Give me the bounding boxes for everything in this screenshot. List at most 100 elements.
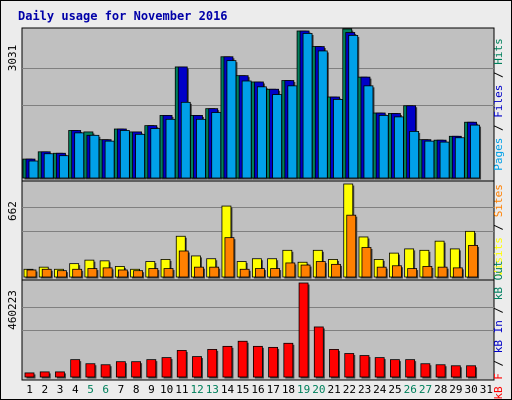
bar-pages <box>256 86 267 179</box>
bar-pages <box>119 130 130 179</box>
bar-sites <box>102 267 113 278</box>
bar-sites <box>452 267 463 278</box>
day-label: 11 <box>175 383 188 396</box>
bar-pages <box>211 112 222 179</box>
bar-kb-f <box>405 359 416 378</box>
bar-pages <box>287 85 298 179</box>
bar-kb-f <box>115 361 126 378</box>
day-axis: 1 2 3 4 5 6 7 8 9 10 11 12 13 14 15 16 17 18 19 20 21 22 23 24 2… <box>26 383 493 396</box>
bar-kb-f <box>207 349 218 378</box>
day-label: 2 <box>42 383 49 396</box>
bar-pages <box>409 131 420 179</box>
bar-kb-f <box>237 340 248 378</box>
legend-text: kB F <box>492 373 505 400</box>
bar-pages <box>272 94 283 179</box>
legend-text: Files <box>492 85 505 118</box>
bar-kb-f <box>70 359 81 378</box>
bar-kb-f <box>252 345 263 378</box>
bar-kb-f <box>222 345 233 378</box>
day-label: 10 <box>160 383 173 396</box>
bar-sites <box>346 214 357 278</box>
bar-pages <box>470 124 480 179</box>
bar-pages <box>363 85 374 179</box>
bar-pages <box>378 115 389 179</box>
legend-text: kB Out <box>492 260 505 300</box>
panel-max-label: 460223 <box>6 290 19 330</box>
bar-kb-f <box>146 359 157 378</box>
bar-sites <box>41 268 52 278</box>
panel-max-label: 662 <box>6 201 19 221</box>
bar-kb-f <box>390 359 400 378</box>
bar-sites <box>300 264 311 278</box>
day-label: 9 <box>148 383 155 396</box>
bar-kb-f <box>176 350 187 378</box>
legend-text: Sites <box>492 184 505 217</box>
panel-legend-label: Pages / Files / Hits <box>492 38 505 171</box>
bar-kb-f <box>420 363 431 378</box>
bar-kb-f <box>100 364 111 378</box>
legend-text: Hits <box>492 38 505 65</box>
bar-kb-f <box>435 364 446 378</box>
bar-pages <box>150 128 161 179</box>
bar-sites <box>72 268 83 278</box>
bar-pages <box>89 134 100 179</box>
bar-sites <box>178 250 189 278</box>
bar-sites <box>239 268 250 278</box>
bar-pages <box>104 140 115 179</box>
legend-text: Pages <box>492 138 505 171</box>
day-label: 13 <box>206 383 219 396</box>
day-label: 27 <box>419 383 432 396</box>
bar-kb-f <box>466 365 476 378</box>
bar-pages <box>317 50 328 179</box>
bar-sites <box>392 265 402 278</box>
chart-title: Daily usage for November 2016 <box>18 9 228 23</box>
bar-sites <box>26 269 37 278</box>
bar-kb-f <box>450 365 461 378</box>
day-label: 21 <box>328 383 341 396</box>
day-label: 30 <box>465 383 478 396</box>
panel-1: 3031 Pages / Files / Hits <box>6 27 505 182</box>
legend-text: / <box>492 300 505 320</box>
bar-sites <box>331 263 341 278</box>
legend-text: Visits <box>492 237 505 277</box>
day-label: 22 <box>343 383 356 396</box>
bar-pages <box>135 133 145 179</box>
bar-sites <box>163 268 174 278</box>
day-label: 18 <box>282 383 295 396</box>
panel-3: 460223 kB F / kB In / kB Out <box>6 260 505 399</box>
bar-sites <box>224 237 235 278</box>
day-label: 16 <box>251 383 264 396</box>
bar-pages <box>74 132 85 179</box>
bar-kb-f <box>24 372 35 378</box>
bar-kb-f <box>359 355 370 378</box>
bar-sites <box>133 270 143 278</box>
bar-sites <box>194 266 204 278</box>
bar-sites <box>422 266 433 278</box>
day-label: 26 <box>404 383 417 396</box>
day-label: 29 <box>449 383 462 396</box>
bar-pages <box>226 60 237 179</box>
bar-sites <box>437 266 448 278</box>
legend-text: / <box>492 353 505 373</box>
bar-pages <box>43 153 54 179</box>
day-label: 4 <box>72 383 79 396</box>
bar-pages <box>439 141 450 179</box>
bar-kb-f <box>85 363 96 378</box>
legend-text: kB In <box>492 320 505 353</box>
bar-sites <box>209 266 220 278</box>
bar-sites <box>87 268 98 278</box>
bar-pages <box>454 137 465 179</box>
bar-pages <box>241 80 252 179</box>
bar-sites <box>361 247 372 278</box>
bar-sites <box>117 269 128 278</box>
day-label: 1 <box>26 383 33 396</box>
day-label: 19 <box>297 383 310 396</box>
bar-sites <box>407 268 418 278</box>
bar-sites <box>57 270 67 278</box>
bar-kb-f <box>161 357 172 378</box>
day-label: 3 <box>57 383 64 396</box>
legend-text: / <box>492 118 505 138</box>
bar-pages <box>348 35 359 179</box>
bar-sites <box>468 244 478 278</box>
